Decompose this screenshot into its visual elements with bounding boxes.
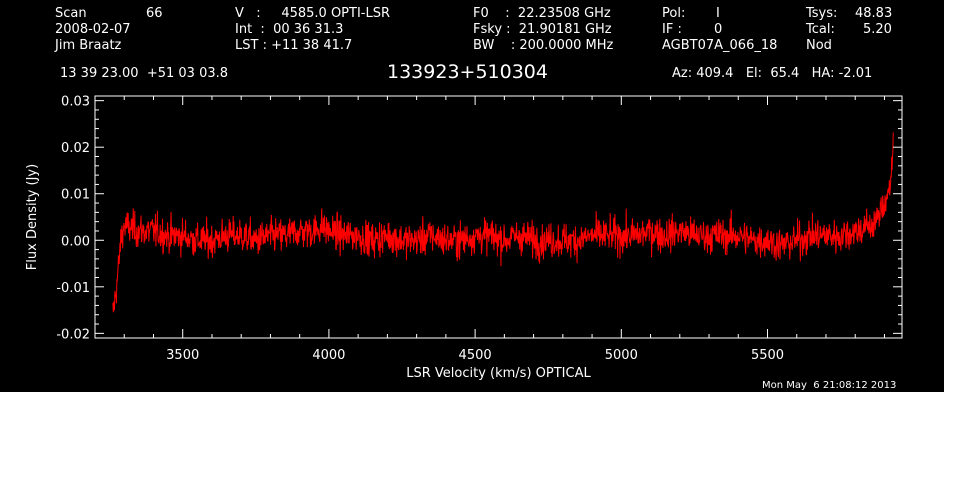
x-tick-label: 4500 [459, 348, 492, 363]
obs-date: 2008-02-07 [55, 22, 131, 37]
if-label: IF : [662, 22, 682, 37]
integration-time: Int : 00 36 31.3 [235, 22, 344, 37]
plot-timestamp: Mon May 6 21:08:12 2013 [762, 380, 897, 391]
x-tick-label: 3500 [166, 348, 199, 363]
y-tick-label: 0.03 [61, 95, 90, 110]
scan-number: 66 [146, 6, 163, 21]
y-tick-label: 0.02 [61, 141, 90, 156]
y-tick-label: -0.01 [56, 281, 90, 296]
obs-mode: Nod [806, 38, 832, 53]
x-tick-label: 5000 [605, 348, 638, 363]
lst-info: LST : +11 38 41.7 [235, 38, 353, 53]
y-tick-label: 0.00 [61, 234, 90, 249]
tsys-value: 48.83 [855, 6, 893, 21]
tcal-value: 5.20 [863, 22, 892, 37]
tcal-label: Tcal: [806, 22, 835, 37]
observer-name: Jim Braatz [55, 38, 122, 53]
tsys-label: Tsys: [806, 6, 838, 21]
x-tick-label: 4000 [312, 348, 345, 363]
velocity-info: V : 4585.0 OPTI-LSR [235, 6, 391, 21]
source-coordinates: 13 39 23.00 +51 03 03.8 [60, 66, 229, 81]
y-axis-label: Flux Density (Jy) [25, 164, 40, 270]
y-tick-label: -0.02 [56, 327, 90, 342]
pol-label: Pol: [662, 6, 686, 21]
series-layer [112, 132, 894, 313]
rest-frequency: F0 : 22.23508 GHz [473, 6, 611, 21]
source-name: 133923+510304 [387, 61, 548, 83]
project-id: AGBT07A_066_18 [662, 38, 778, 53]
y-tick-label: 0.01 [61, 188, 90, 203]
spectrum-chart: 3500 4000 4500 5000 5500 -0.02 -0.01 0.00 0.01 0.… [25, 95, 903, 381]
plot-background [0, 0, 944, 392]
tick-layer: 3500 4000 4500 5000 5500 -0.02 -0.01 0.00 0.01 0.… [56, 95, 902, 363]
x-axis-label: LSR Velocity (km/s) OPTICAL [406, 366, 591, 381]
sky-frequency: Fsky : 21.90181 GHz [473, 22, 612, 37]
scan-label: Scan [55, 6, 87, 21]
az-el-ha: Az: 409.4 El: 65.4 HA: -2.01 [672, 66, 873, 81]
if-value: 0 [714, 22, 723, 37]
pol-value: I [716, 6, 720, 21]
plot-frame [94, 95, 903, 339]
bandwidth: BW : 200.0000 MHz [473, 38, 614, 53]
x-tick-label: 5500 [751, 348, 784, 363]
spectrum-series-line [112, 132, 894, 313]
